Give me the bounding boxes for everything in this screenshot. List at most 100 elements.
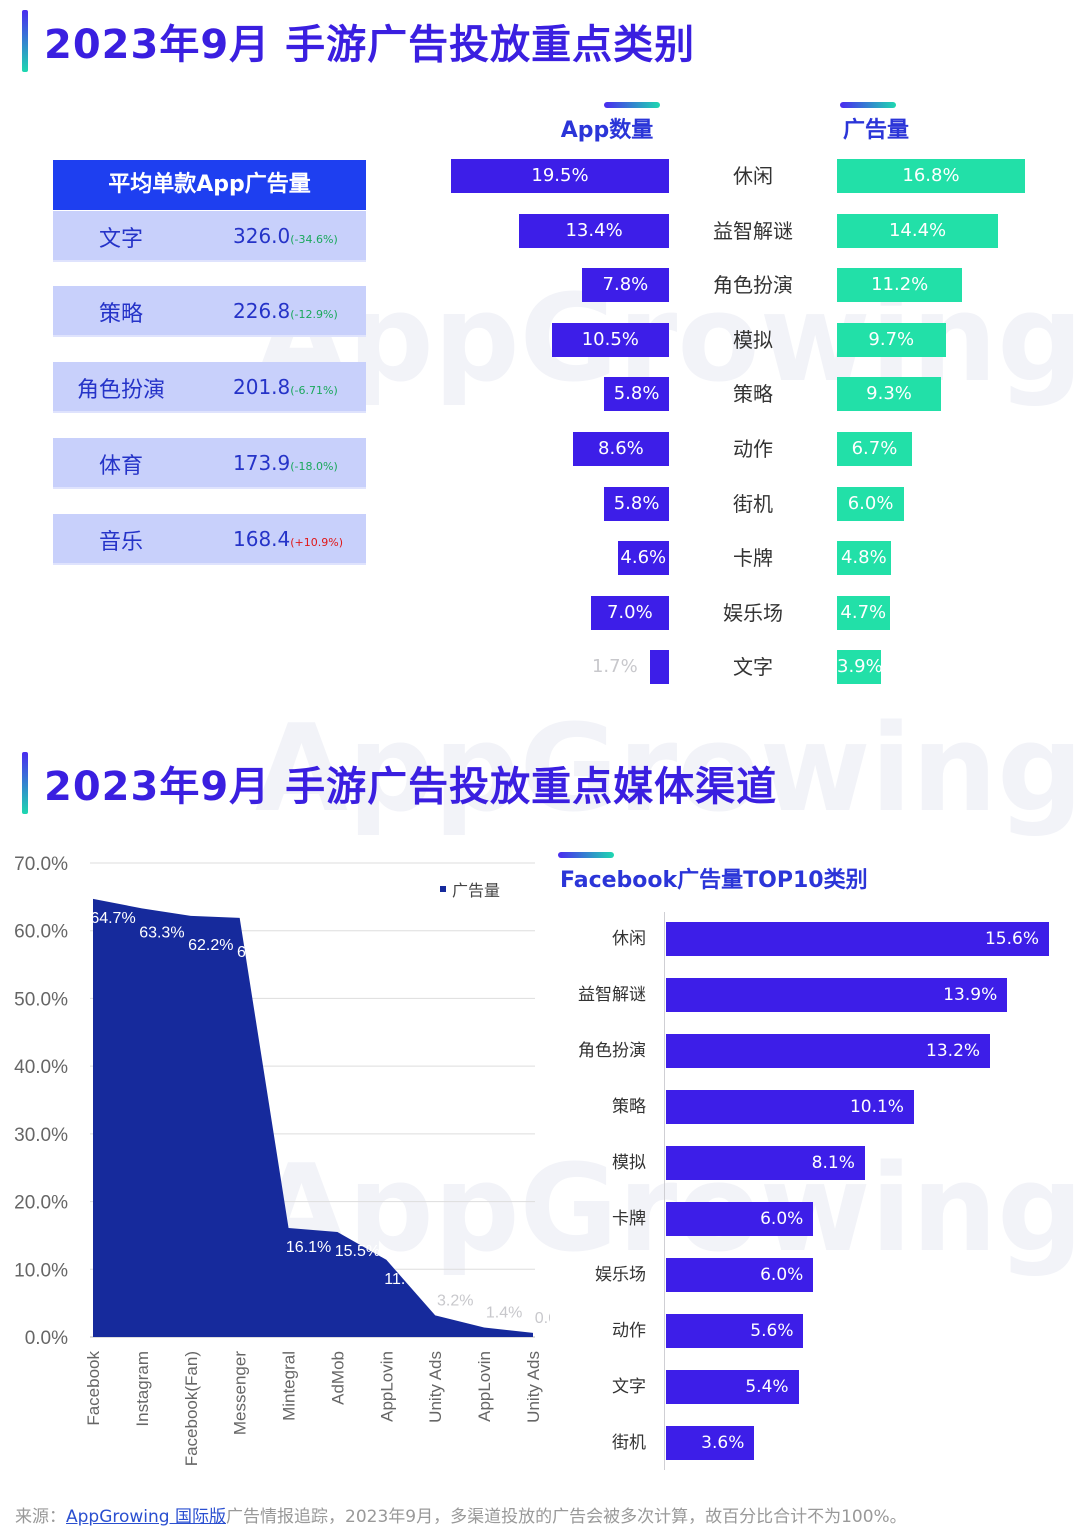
ad-volume-bar-label: 16.8% [902,165,960,186]
app-count-bar: 10.5% [551,322,669,357]
app-count-bar-label: 7.0% [606,601,653,623]
ad-volume-bar-label: 9.7% [868,328,915,350]
ad-volume-bar: 4.7% [837,595,890,630]
category-label: 益智解谜 [713,218,793,243]
avg-row: 角色扮演 201.8(-6.71%) [53,362,366,413]
facebook-bar-label: 5.6% [750,1321,794,1341]
facebook-bar: 15.6% [666,922,1049,956]
category-label: 策略 [733,382,773,407]
section2-accent [22,752,28,814]
ad-volume-bar: 3.9% [837,650,883,685]
facebook-top10-title: Facebook广告量TOP10类别 [558,852,868,894]
source-prefix: 来源： [15,1507,66,1527]
category-label: 角色扮演 [713,273,793,298]
avg-row: 体育 173.9(-18.0%) [53,438,366,489]
source-suffix: 广告情报追踪，2023年9月，多渠道投放的广告会被多次计算，故百分比合计不为10… [226,1507,907,1527]
section2-title: 2023年9月 手游广告投放重点媒体渠道 [44,764,778,810]
facebook-bar-label: 6.0% [760,1265,804,1285]
app-count-header: App数量 [540,102,674,144]
facebook-bar-label: 8.1% [811,1153,855,1173]
category-label: 休闲 [733,164,773,188]
avg-row-value: 226.8(-12.9%) [233,299,338,323]
ad-volume-bar: 9.3% [837,377,942,412]
x-tick-label: Facebook(Fan) [182,1351,201,1466]
area-data-label: 15.5% [335,1243,380,1260]
facebook-category-label: 角色扮演 [578,1041,646,1061]
avg-table-header: 平均单款App广告量 [53,160,366,210]
ad-volume-bar: 6.7% [837,432,912,466]
app-count-bar-label: 13.4% [565,219,623,241]
avg-row-change: (-12.9%) [290,308,338,321]
facebook-top10-title-accent [558,852,614,858]
ad-volume-header: 广告量 [826,102,926,144]
ad-volume-bar: 9.7% [837,322,946,357]
y-tick-label: 10.0% [14,1260,68,1281]
avg-row-name: 策略 [98,302,143,327]
facebook-category-label: 街机 [612,1433,646,1453]
area-data-label: 0.6% [535,1310,550,1327]
facebook-bar: 13.9% [666,978,1008,1012]
avg-row-change: (-6.71%) [290,384,338,397]
avg-row-change: (-18.0%) [290,460,338,473]
app-count-bar: 8.6% [572,432,669,466]
app-count-bar-label: 19.5% [531,165,589,186]
ad-volume-bar-label: 4.7% [840,601,887,623]
avg-row-name: 体育 [98,454,143,479]
facebook-bar: 6.0% [666,1258,814,1292]
ad-volume-bar-label: 3.9% [837,656,883,678]
ad-volume-bar-label: 6.0% [847,492,894,514]
category-label: 街机 [733,491,773,516]
app-count-bar: 13.4% [519,213,669,248]
y-tick-label: 40.0% [14,1057,68,1078]
section1-accent [22,10,28,72]
y-tick-label: 0.0% [25,1328,68,1349]
facebook-bar-label: 10.1% [849,1097,904,1117]
legend-label: 广告量 [452,881,500,900]
area-data-label: 61.9% [237,944,282,961]
x-tick-label: AdMob [328,1351,347,1405]
facebook-bar: 8.1% [666,1146,865,1180]
facebook-category-label: 休闲 [612,929,646,949]
app-count-bar: 5.8% [604,486,669,521]
x-tick-label: Instagram [133,1351,152,1427]
avg-row-value: 168.4(+10.9%) [233,527,344,551]
x-tick-label: Messenger [231,1351,250,1435]
category-label: 卡牌 [733,546,773,571]
media-channel-area-chart: 0.0% 10.0% 20.0% 30.0% 40.0% 50.0% 60.0% 70.0% 6… [14,854,550,1466]
source-footer: 来源：AppGrowing 国际版广告情报追踪，2023年9月，多渠道投放的广告… [15,1502,907,1527]
avg-row: 策略 226.8(-12.9%) [53,286,366,337]
x-tick-label: AppLovin [475,1351,494,1422]
area-data-label: 1.4% [486,1305,522,1322]
y-tick-label: 60.0% [14,922,68,943]
avg-row: 文字 326.0(-34.6%) [53,211,366,262]
facebook-category-label: 策略 [612,1097,646,1117]
area-data-label: 62.2% [188,937,233,954]
facebook-bar-label: 13.9% [943,985,998,1005]
ad-volume-bar: 11.2% [837,268,963,303]
avg-row-name: 文字 [98,227,143,252]
facebook-axis-line [664,912,665,1470]
facebook-bar-label: 3.6% [701,1433,745,1453]
x-tick-label: Unity Ads [524,1351,543,1423]
source-link[interactable]: AppGrowing 国际版 [66,1507,226,1527]
app-count-bar: 5.8% [604,377,669,412]
ad-volume-bar-label: 11.2% [871,274,929,296]
facebook-bar-label: 13.2% [926,1041,981,1061]
watermark-mid: AppGrowing [255,700,1080,839]
app-count-bar-label: 7.8% [602,274,649,296]
ad-volume-bar-label: 4.8% [840,547,887,569]
app-count-bar-label: 10.5% [581,328,639,350]
app-count-bar-label: 4.6% [620,547,667,569]
y-tick-label: 20.0% [14,1193,68,1214]
app-count-header-accent [604,102,660,108]
legend-swatch [440,886,446,892]
category-label: 娱乐场 [723,600,783,625]
y-tick-label: 30.0% [14,1125,68,1146]
avg-row-value: 173.9(-18.0%) [233,451,338,475]
x-tick-label: Unity Ads [426,1351,445,1423]
avg-row-name: 角色扮演 [76,378,165,403]
facebook-bar-label: 5.4% [745,1377,789,1397]
y-tick-label: 70.0% [14,854,68,875]
avg-row-value: 201.8(-6.71%) [233,375,338,399]
ad-volume-bar: 16.8% [837,159,1025,193]
